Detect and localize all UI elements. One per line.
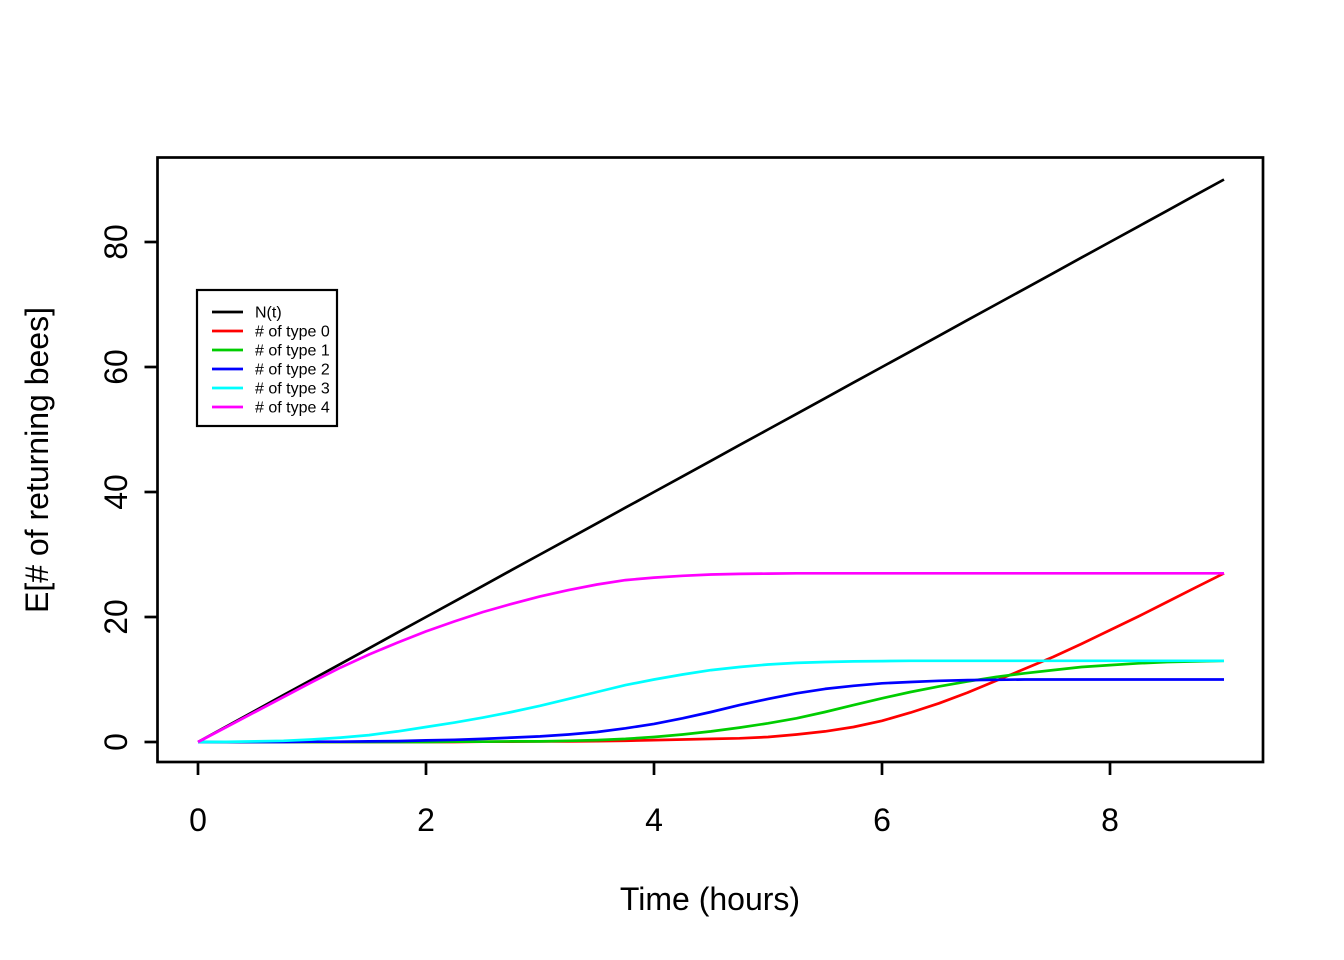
legend-label: # of type 3 <box>255 381 330 398</box>
y-tick-label: 0 <box>98 733 134 751</box>
y-tick-label: 40 <box>98 474 134 510</box>
series-line--of-type-3 <box>197 659 1224 744</box>
series-line--of-type-2 <box>198 678 1224 744</box>
x-tick-label: 8 <box>1101 802 1119 838</box>
x-axis-title: Time (hours) <box>620 881 800 917</box>
legend-label: # of type 0 <box>255 324 330 341</box>
x-tick-label: 6 <box>873 802 891 838</box>
y-tick-label: 80 <box>98 224 134 260</box>
y-axis-title: E[# of returning bees] <box>19 307 55 613</box>
legend-label: # of type 2 <box>255 362 330 379</box>
plot-border <box>156 156 1265 764</box>
y-tick-label: 60 <box>98 349 134 385</box>
series-line-n-t- <box>197 178 1225 744</box>
x-tick-label: 2 <box>417 802 435 838</box>
x-tick-label: 4 <box>645 802 663 838</box>
legend-label: # of type 1 <box>255 343 330 360</box>
legend-label: N(t) <box>255 305 282 322</box>
y-tick-label: 20 <box>98 599 134 635</box>
series-line--of-type-1 <box>198 659 1225 744</box>
series-line--of-type-4 <box>197 571 1224 744</box>
x-tick-label: 0 <box>189 802 207 838</box>
legend-label: # of type 4 <box>255 400 330 417</box>
